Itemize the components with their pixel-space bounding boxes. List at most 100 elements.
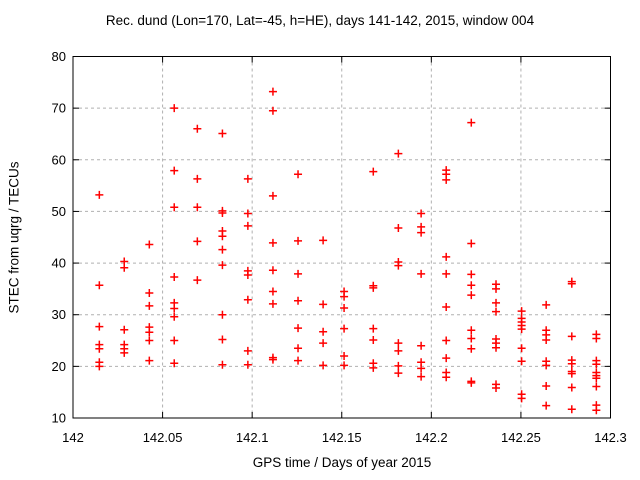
data-point-marker [170,312,179,321]
x-axis-label: GPS time / Days of year 2015 [252,455,432,470]
data-point-marker [517,344,526,353]
data-point-marker [394,346,403,355]
data-point-marker [442,269,451,278]
data-point-marker [542,401,551,410]
data-point-marker [218,360,227,369]
x-tick-label: 142.3 [594,430,627,445]
data-point-marker [394,339,403,348]
data-point-marker [467,291,476,300]
data-point-marker [467,378,476,387]
data-point-marker [319,339,328,348]
x-tick-label: 142.2 [415,430,448,445]
data-point-marker [243,346,252,355]
data-point-marker [170,336,179,345]
data-point-marker [442,175,451,184]
data-point-marker [145,289,154,298]
data-point-marker [294,356,303,365]
data-point-marker [567,383,576,392]
data-point-marker [394,223,403,232]
data-point-marker [592,374,601,383]
data-point-marker [394,261,403,270]
data-point-marker [95,190,104,199]
data-point-marker [467,281,476,290]
data-point-marker [417,341,426,350]
data-point-marker [193,276,202,285]
data-point-marker [394,369,403,378]
data-point-marker [193,124,202,133]
data-point-marker [268,191,277,200]
data-point-marker [467,118,476,127]
data-point-marker [294,269,303,278]
data-point-marker [294,236,303,245]
data-point-marker [319,327,328,336]
data-point-marker [340,324,349,333]
data-point-marker [294,324,303,333]
x-tick-label: 142.25 [501,430,541,445]
x-tick-label: 142.15 [322,430,362,445]
data-point-marker [467,270,476,279]
data-point-marker [369,283,378,292]
data-point-marker [170,203,179,212]
data-point-marker [592,406,601,415]
data-point-marker [170,166,179,175]
data-point-marker [95,362,104,371]
data-point-marker [95,322,104,331]
data-point-marker [120,263,129,272]
data-point-marker [145,240,154,249]
data-point-marker [294,170,303,179]
y-tick-label: 30 [52,307,66,322]
data-point-marker [417,269,426,278]
data-point-marker [492,298,501,307]
y-tick-label: 70 [52,101,66,116]
data-point-marker [442,336,451,345]
data-point-marker [492,307,501,316]
data-point-marker [567,279,576,288]
data-point-marker [340,304,349,313]
data-point-marker [542,336,551,345]
y-tick-label: 40 [52,256,66,271]
data-point-marker [193,203,202,212]
data-point-marker [442,252,451,261]
data-point-marker [517,307,526,316]
data-point-marker [319,361,328,370]
data-point-marker [542,300,551,309]
data-point-marker [517,394,526,403]
data-point-marker [243,360,252,369]
data-point-marker [417,372,426,381]
data-point-marker [467,239,476,248]
data-point-marker [369,363,378,372]
data-point-marker [145,356,154,365]
data-point-marker [467,326,476,335]
x-tick-label: 142.05 [143,430,183,445]
data-point-marker [369,336,378,345]
chart-title: Rec. dund (Lon=170, Lat=-45, h=HE), days… [105,13,535,28]
data-point-marker [567,332,576,341]
data-point-marker [467,334,476,343]
data-point-marker [492,284,501,293]
data-point-marker [340,361,349,370]
y-tick-label: 20 [52,359,66,374]
data-point-marker [542,381,551,390]
data-point-marker [193,174,202,183]
data-point-marker [592,382,601,391]
data-point-marker [492,343,501,352]
data-point-marker [319,300,328,309]
data-point-marker [340,292,349,301]
data-point-marker [218,232,227,241]
data-point-marker [268,238,277,247]
data-point-marker [243,209,252,218]
data-point-marker [268,266,277,275]
data-point-marker [294,296,303,305]
data-point-marker [369,167,378,176]
data-point-marker [417,364,426,373]
data-point-marker [243,270,252,279]
data-point-marker [567,359,576,368]
data-point-marker [268,299,277,308]
data-point-marker [567,405,576,414]
data-point-marker [542,361,551,370]
data-point-marker [319,236,328,245]
data-point-marker [243,221,252,230]
y-tick-label: 10 [52,411,66,426]
